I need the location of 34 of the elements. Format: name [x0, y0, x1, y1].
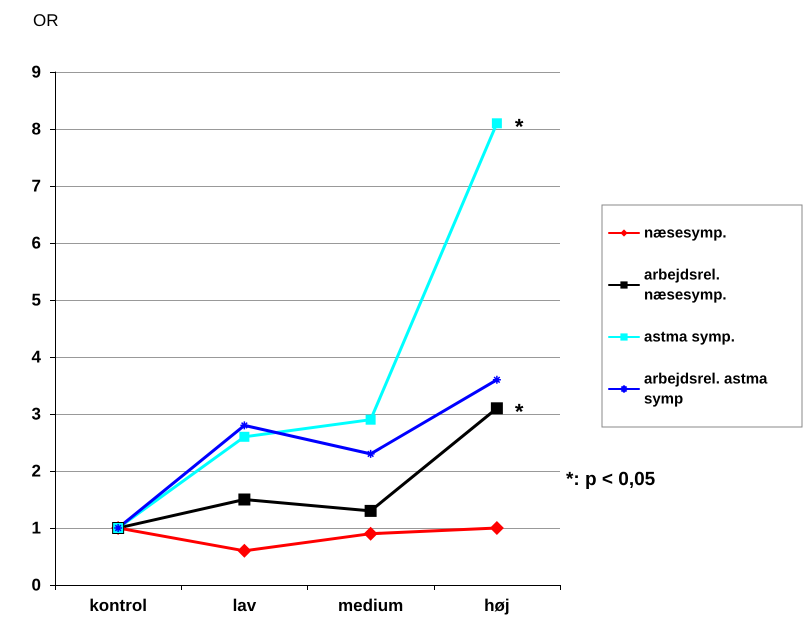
legend-label: næsesymp.	[644, 224, 727, 242]
x-tick-label: kontrol	[89, 596, 147, 615]
point	[239, 432, 250, 442]
x-tick-label: lav	[232, 596, 257, 615]
y-tick-label: 1	[32, 518, 41, 538]
point	[490, 402, 503, 414]
x-tick-label: høj	[484, 596, 510, 615]
y-tick-label: 2	[32, 462, 41, 480]
point	[364, 504, 377, 517]
annotation: *	[514, 398, 524, 424]
point	[238, 494, 250, 506]
y-tick-label: 3	[32, 404, 41, 424]
point	[240, 420, 250, 430]
legend-label: astma symp.	[644, 328, 735, 346]
annotation: *	[514, 114, 524, 139]
y-tick-label: 6	[32, 234, 41, 252]
point	[490, 521, 504, 535]
y-tick-label: 4	[32, 348, 42, 366]
x-tick-label: medium	[338, 596, 404, 615]
point	[492, 375, 502, 385]
point	[366, 449, 376, 459]
point	[492, 118, 502, 128]
point	[364, 526, 378, 541]
y-tick-label: 9	[32, 62, 41, 82]
legend-label: arbejdsrel. astma symp	[644, 370, 772, 408]
y-tick-label: 8	[32, 120, 41, 138]
point	[366, 414, 376, 425]
y-tick-label: 0	[32, 576, 41, 594]
y-axis-title: OR	[33, 11, 58, 30]
text: *: p < 0,05	[566, 469, 656, 490]
y-tick-label: 5	[32, 290, 41, 310]
point	[237, 544, 252, 558]
legend-label: arbejdsrel. næsesymp.	[644, 266, 727, 304]
y-tick-label: 7	[32, 176, 41, 196]
